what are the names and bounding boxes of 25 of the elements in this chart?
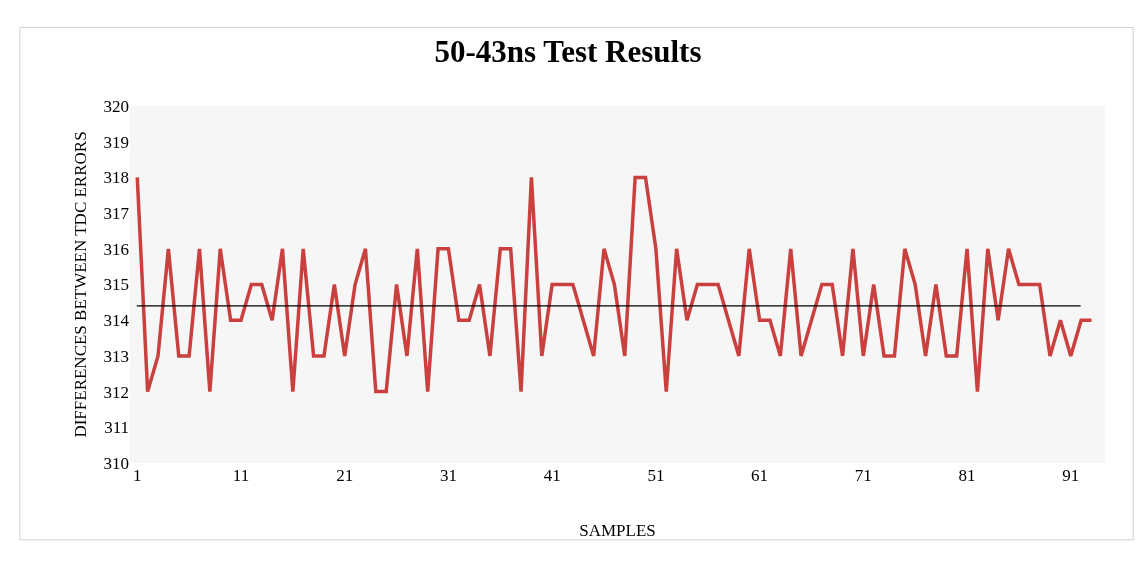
- y-tick-label: 314: [103, 311, 130, 331]
- y-tick-label: 316: [103, 239, 129, 259]
- x-tick-label: 51: [647, 466, 665, 485]
- x-tick-label: 21: [336, 466, 354, 485]
- y-tick-label: 315: [103, 275, 129, 295]
- y-tick-label: 310: [103, 453, 129, 473]
- x-tick-label: 41: [543, 466, 561, 485]
- x-tick-label: 31: [439, 466, 457, 485]
- y-tick-label: 320: [103, 96, 129, 116]
- x-tick-label: 91: [1062, 466, 1080, 485]
- y-tick-label: 311: [104, 418, 129, 438]
- y-tick-label: 312: [103, 382, 129, 402]
- x-tick-label: 61: [751, 466, 769, 485]
- x-tick-label: 71: [854, 466, 872, 485]
- x-tick-label: 81: [958, 466, 976, 485]
- x-tick-label: 11: [232, 466, 250, 485]
- x-tick-label: 1: [133, 466, 142, 485]
- y-tick-label: 318: [103, 168, 129, 188]
- chart-title: 50-43ns Test Results: [434, 33, 702, 69]
- x-axis-title: SAMPLES: [579, 521, 656, 541]
- y-axis-title: DIFFERENCES BETWEEN TDC ERRORS: [71, 131, 91, 438]
- y-tick-label: 319: [103, 132, 129, 152]
- y-tick-label: 313: [103, 346, 129, 366]
- y-tick-label: 317: [103, 204, 130, 224]
- line-series: [135, 175, 1094, 394]
